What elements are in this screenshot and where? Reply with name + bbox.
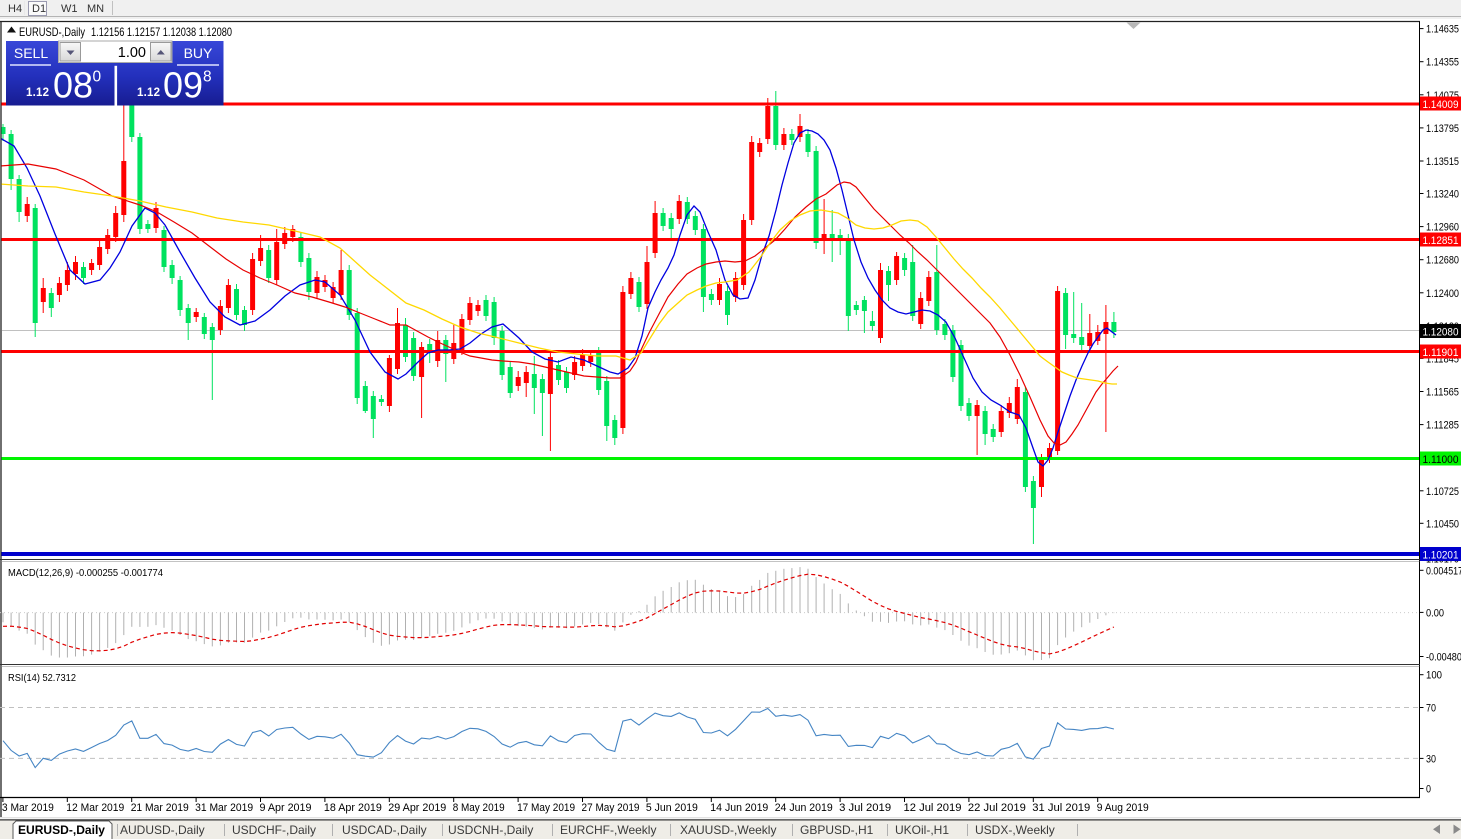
svg-text:30: 30	[1426, 753, 1436, 765]
svg-text:1.10450: 1.10450	[1426, 518, 1459, 530]
svg-text:0: 0	[93, 69, 102, 86]
svg-text:27 May 2019: 27 May 2019	[582, 802, 640, 814]
svg-text:H4: H4	[8, 3, 22, 15]
svg-text:1.11000: 1.11000	[1423, 454, 1459, 466]
svg-text:1.14355: 1.14355	[1426, 57, 1459, 69]
svg-text:1.14009: 1.14009	[1423, 99, 1459, 111]
svg-text:1.12680: 1.12680	[1426, 255, 1459, 267]
svg-text:14 Jun 2019: 14 Jun 2019	[710, 802, 768, 814]
svg-text:W1: W1	[61, 3, 78, 15]
svg-text:USDCHF-,Daily: USDCHF-,Daily	[232, 823, 316, 837]
svg-text:17 May 2019: 17 May 2019	[517, 802, 575, 814]
svg-text:18 Apr 2019: 18 Apr 2019	[324, 802, 382, 814]
svg-text:AUDUSD-,Daily: AUDUSD-,Daily	[120, 823, 205, 837]
svg-text:0: 0	[1426, 784, 1431, 796]
svg-text:70: 70	[1426, 703, 1436, 715]
svg-text:USDX-,Weekly: USDX-,Weekly	[975, 823, 1055, 837]
svg-text:31 Mar 2019: 31 Mar 2019	[195, 802, 253, 814]
svg-text:EURUSD-,Daily: EURUSD-,Daily	[18, 823, 105, 837]
svg-text:1.11285: 1.11285	[1426, 420, 1459, 432]
svg-text:1.12: 1.12	[137, 87, 160, 99]
svg-text:3 Mar 2019: 3 Mar 2019	[2, 802, 54, 814]
svg-text:08: 08	[53, 65, 93, 106]
svg-text:24 Jun 2019: 24 Jun 2019	[775, 802, 833, 814]
svg-text:12 Mar 2019: 12 Mar 2019	[66, 802, 124, 814]
svg-text:UKOil-,H1: UKOil-,H1	[895, 823, 949, 837]
svg-text:1.11901: 1.11901	[1423, 347, 1459, 359]
svg-text:RSI(14) 52.7312: RSI(14) 52.7312	[8, 672, 76, 684]
svg-text:8 May 2019: 8 May 2019	[453, 802, 505, 814]
svg-text:MN: MN	[87, 3, 104, 15]
svg-text:21 Mar 2019: 21 Mar 2019	[131, 802, 189, 814]
svg-text:1.12851: 1.12851	[1423, 235, 1459, 247]
svg-text:5 Jun 2019: 5 Jun 2019	[646, 802, 698, 814]
svg-text:MACD(12,26,9) -0.000255 -0.001: MACD(12,26,9) -0.000255 -0.001774	[8, 567, 163, 579]
svg-text:100: 100	[1426, 670, 1442, 682]
svg-text:9 Aug 2019: 9 Aug 2019	[1097, 802, 1149, 814]
svg-text:1.12080: 1.12080	[1423, 327, 1459, 339]
svg-text:1.14635: 1.14635	[1426, 24, 1459, 36]
svg-text:0.00: 0.00	[1426, 607, 1444, 619]
svg-text:1.13240: 1.13240	[1426, 189, 1459, 201]
svg-text:1.12400: 1.12400	[1426, 288, 1459, 300]
svg-text:0.004517: 0.004517	[1426, 565, 1461, 577]
svg-text:XAUUSD-,Weekly: XAUUSD-,Weekly	[680, 823, 776, 837]
svg-text:8: 8	[203, 69, 212, 86]
svg-text:1.10725: 1.10725	[1426, 486, 1459, 498]
svg-text:3 Jul 2019: 3 Jul 2019	[839, 802, 891, 814]
svg-text:22 Jul 2019: 22 Jul 2019	[968, 802, 1026, 814]
svg-text:9 Apr 2019: 9 Apr 2019	[260, 802, 312, 814]
svg-text:1.10201: 1.10201	[1423, 550, 1459, 562]
svg-text:D1: D1	[32, 3, 46, 15]
svg-text:09: 09	[163, 65, 203, 106]
svg-text:1.12: 1.12	[26, 87, 49, 99]
svg-text:29 Apr 2019: 29 Apr 2019	[388, 802, 446, 814]
svg-text:31 Jul 2019: 31 Jul 2019	[1032, 802, 1090, 814]
svg-text:1.11565: 1.11565	[1426, 387, 1459, 399]
svg-text:SELL: SELL	[14, 45, 48, 61]
svg-text:EURUSD-,Daily: EURUSD-,Daily	[19, 25, 85, 39]
svg-text:BUY: BUY	[184, 45, 213, 61]
svg-text:USDCAD-,Daily: USDCAD-,Daily	[342, 823, 427, 837]
svg-text:1.13515: 1.13515	[1426, 156, 1459, 168]
svg-text:-0.004806: -0.004806	[1426, 652, 1461, 664]
svg-text:1.00: 1.00	[118, 45, 146, 61]
svg-text:1.13795: 1.13795	[1426, 123, 1459, 135]
svg-text:USDCNH-,Daily: USDCNH-,Daily	[448, 823, 533, 837]
svg-text:GBPUSD-,H1: GBPUSD-,H1	[800, 823, 874, 837]
svg-text:1.12960: 1.12960	[1426, 222, 1459, 234]
svg-text:1.12156 1.12157 1.12038 1.1208: 1.12156 1.12157 1.12038 1.12080	[91, 25, 232, 39]
svg-text:EURCHF-,Weekly: EURCHF-,Weekly	[560, 823, 656, 837]
svg-text:12 Jul 2019: 12 Jul 2019	[904, 802, 962, 814]
